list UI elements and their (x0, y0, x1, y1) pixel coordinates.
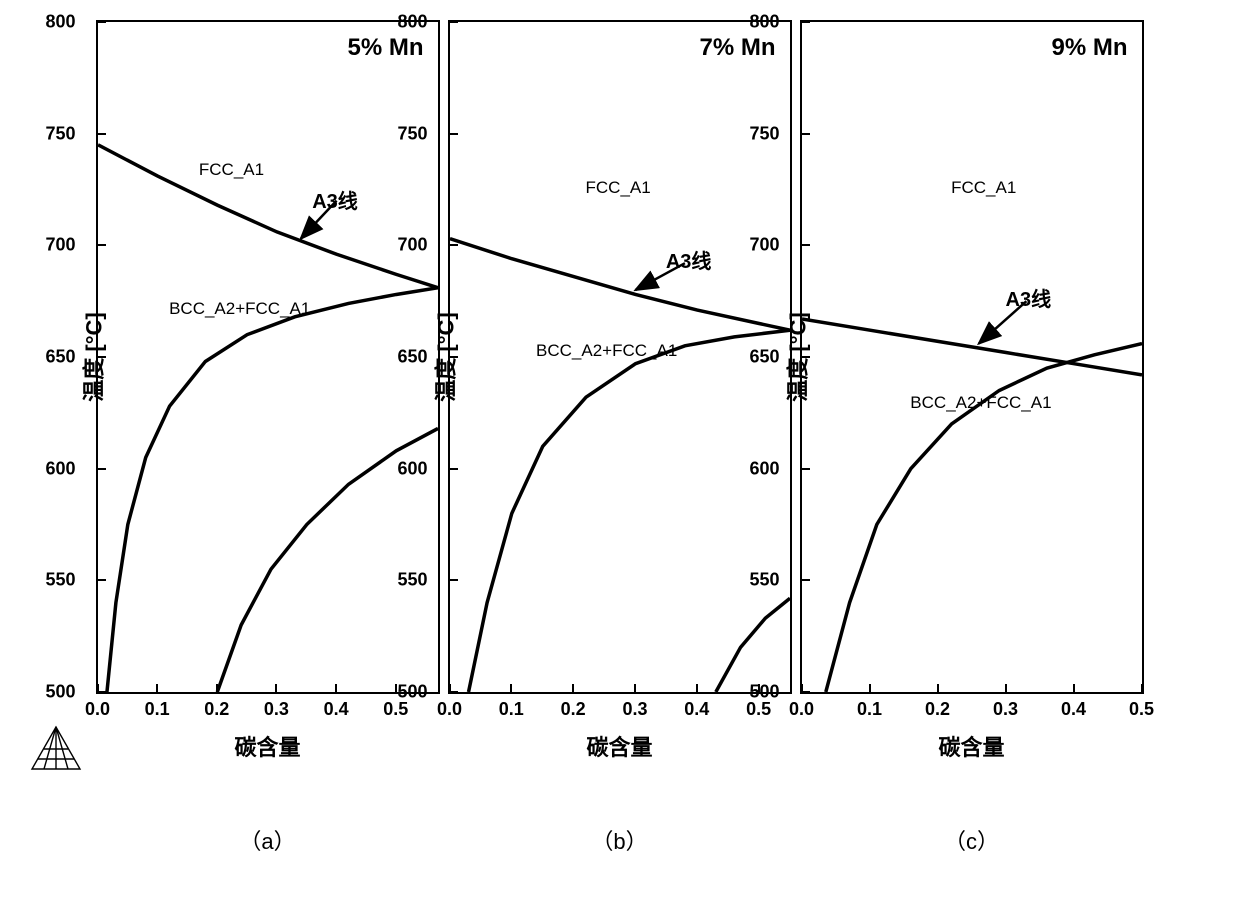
y-tick: 700 (750, 235, 780, 256)
y-tick: 800 (46, 12, 76, 33)
y-tick: 550 (46, 570, 76, 591)
panel-title: 9% Mn (1051, 34, 1127, 62)
x-tick: 0.3 (622, 699, 647, 720)
panel-wrapper-c: 温度 [°C]5005506006507007508000.00.10.20.3… (800, 20, 1144, 856)
x-tick: 0.1 (857, 699, 882, 720)
two-phase-region-label: BCC_A2+FCC_A1 (169, 299, 310, 319)
x-tick: 0.0 (437, 699, 462, 720)
y-tick: 750 (46, 123, 76, 144)
two-phase-region-label: BCC_A2+FCC_A1 (536, 341, 677, 361)
panel-title: 5% Mn (347, 34, 423, 62)
curve-curve2 (468, 330, 789, 692)
y-tick: 550 (750, 570, 780, 591)
y-tick: 800 (398, 12, 428, 33)
x-axis-label: 碳含量 (586, 730, 652, 762)
y-tick: 750 (750, 123, 780, 144)
panel-b: 温度 [°C]5005506006507007508000.00.10.20.3… (448, 20, 792, 694)
x-tick: 0.2 (925, 699, 950, 720)
x-tick: 0.5 (1129, 699, 1154, 720)
y-tick: 600 (398, 458, 428, 479)
x-tick: 0.0 (85, 699, 110, 720)
panel-title: 7% Mn (699, 34, 775, 62)
y-tick: 650 (750, 347, 780, 368)
two-phase-region-label: BCC_A2+FCC_A1 (910, 393, 1051, 413)
x-tick: 0.4 (324, 699, 349, 720)
curves-svg (98, 22, 438, 692)
a3-line-label: A3线 (1006, 283, 1052, 312)
figure-container: 温度 [°C]5005506006507007508000.00.10.20.3… (20, 20, 1219, 856)
y-tick: 700 (398, 235, 428, 256)
y-tick: 750 (398, 123, 428, 144)
y-tick: 500 (750, 682, 780, 703)
fcc-region-label: FCC_A1 (586, 178, 651, 198)
curves-svg (802, 22, 1142, 692)
panel-wrapper-b: 温度 [°C]5005506006507007508000.00.10.20.3… (448, 20, 792, 856)
subplot-caption: （c） (944, 824, 999, 856)
y-tick: 500 (46, 682, 76, 703)
panels-row: 温度 [°C]5005506006507007508000.00.10.20.3… (96, 20, 1144, 856)
y-tick: 800 (750, 12, 780, 33)
thermocalc-icon (28, 723, 84, 778)
a3-line-label: A3线 (312, 185, 358, 214)
y-tick: 650 (398, 347, 428, 368)
x-tick: 0.4 (1061, 699, 1086, 720)
x-tick: 0.3 (264, 699, 289, 720)
x-tick: 0.2 (561, 699, 586, 720)
x-tick: 0.4 (684, 699, 709, 720)
y-tick: 700 (46, 235, 76, 256)
curve-a3_line (450, 239, 790, 331)
curve-curve3 (715, 598, 789, 692)
x-tick: 0.1 (499, 699, 524, 720)
x-tick: 0.1 (145, 699, 170, 720)
x-tick: 0.3 (993, 699, 1018, 720)
y-tick: 600 (750, 458, 780, 479)
a3-line-label: A3线 (666, 245, 712, 274)
subplot-caption: （a） (239, 824, 295, 856)
curve-a3_line (802, 319, 1142, 375)
fcc-region-label: FCC_A1 (951, 178, 1016, 198)
y-tick: 500 (398, 682, 428, 703)
fcc-region-label: FCC_A1 (199, 160, 264, 180)
y-tick: 650 (46, 347, 76, 368)
x-tick: 0.0 (789, 699, 814, 720)
curve-curve2 (106, 288, 437, 692)
curve-a3_line (98, 145, 438, 288)
x-tick: 0.2 (204, 699, 229, 720)
panel-a: 温度 [°C]5005506006507007508000.00.10.20.3… (96, 20, 440, 694)
subplot-caption: （b） (591, 824, 647, 856)
x-axis-label: 碳含量 (938, 730, 1004, 762)
y-tick: 550 (398, 570, 428, 591)
y-tick: 600 (46, 458, 76, 479)
x-axis-label: 碳含量 (234, 730, 300, 762)
panel-wrapper-a: 温度 [°C]5005506006507007508000.00.10.20.3… (96, 20, 440, 856)
panel-c: 温度 [°C]5005506006507007508000.00.10.20.3… (800, 20, 1144, 694)
